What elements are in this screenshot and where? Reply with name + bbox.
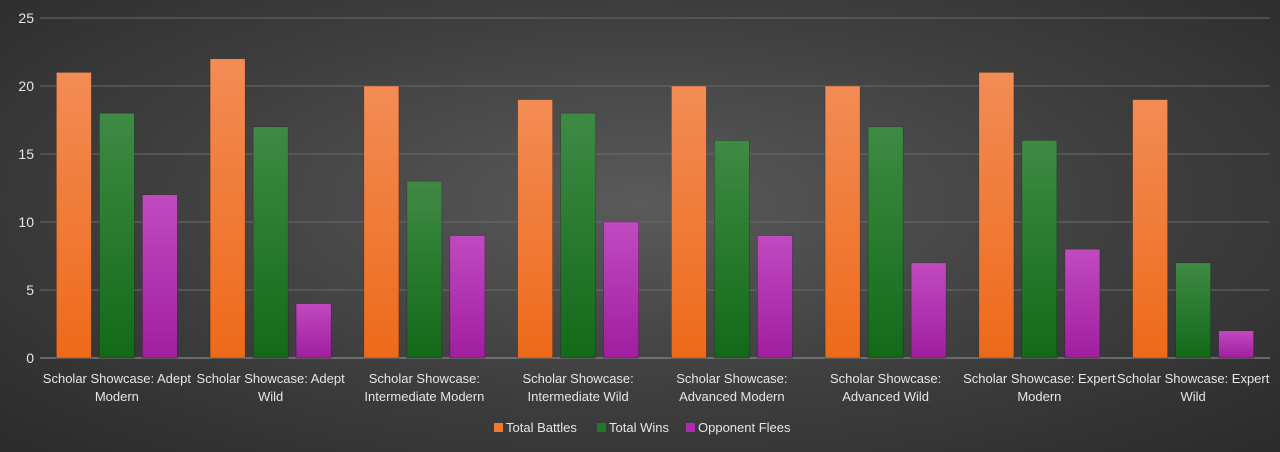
x-tick-label: Scholar Showcase: Intermediate Modern (364, 371, 484, 404)
x-tick-label: Scholar Showcase: Intermediate Wild (522, 371, 633, 404)
y-tick-label: 5 (26, 282, 34, 298)
bar (757, 235, 793, 359)
x-tick-label: Scholar Showcase: Adept Wild (197, 371, 346, 404)
y-tick-label: 20 (18, 78, 34, 94)
bar (910, 262, 947, 359)
legend-label: Total Wins (609, 420, 669, 435)
legend-item: Total Battles (494, 420, 577, 435)
bar (406, 180, 443, 359)
legend: Total Battles Total Wins Opponent Flees (494, 420, 791, 435)
legend-swatch (686, 423, 695, 432)
legend-label: Total Battles (506, 420, 577, 435)
legend-swatch (494, 423, 503, 432)
bar (1218, 330, 1254, 359)
bar (295, 303, 332, 359)
y-axis: 0 5 10 15 20 25 (18, 10, 34, 366)
x-tick-label: Scholar Showcase: Advanced Wild (830, 371, 941, 404)
y-tick-label: 0 (26, 350, 34, 366)
bar (1132, 99, 1168, 359)
x-tick-label: Scholar Showcase: Advanced Modern (676, 371, 787, 404)
bars (56, 58, 1254, 359)
bar (978, 72, 1015, 359)
bar (209, 58, 246, 359)
bar (560, 112, 596, 359)
bar (1064, 248, 1101, 359)
bar (603, 221, 639, 359)
bar (1175, 262, 1211, 359)
bar (99, 112, 135, 359)
bar (824, 85, 861, 359)
x-tick-label: Scholar Showcase: Adept Modern (43, 371, 192, 404)
bar (142, 194, 178, 359)
bar (1021, 140, 1058, 359)
y-tick-label: 25 (18, 10, 34, 26)
x-tick-label: Scholar Showcase: Expert Wild (1117, 371, 1270, 404)
y-tick-label: 10 (18, 214, 34, 230)
legend-swatch (597, 423, 606, 432)
bar (56, 72, 92, 359)
bar (449, 235, 486, 359)
bar (671, 85, 707, 359)
legend-item: Total Wins (597, 420, 669, 435)
x-tick-label: Scholar Showcase: Expert Modern (963, 371, 1116, 404)
legend-label: Opponent Flees (698, 420, 791, 435)
bar (363, 85, 400, 359)
bar (517, 99, 553, 359)
bar (714, 140, 750, 359)
legend-item: Opponent Flees (686, 420, 791, 435)
bar (867, 126, 904, 359)
y-tick-label: 15 (18, 146, 34, 162)
bar (252, 126, 289, 359)
